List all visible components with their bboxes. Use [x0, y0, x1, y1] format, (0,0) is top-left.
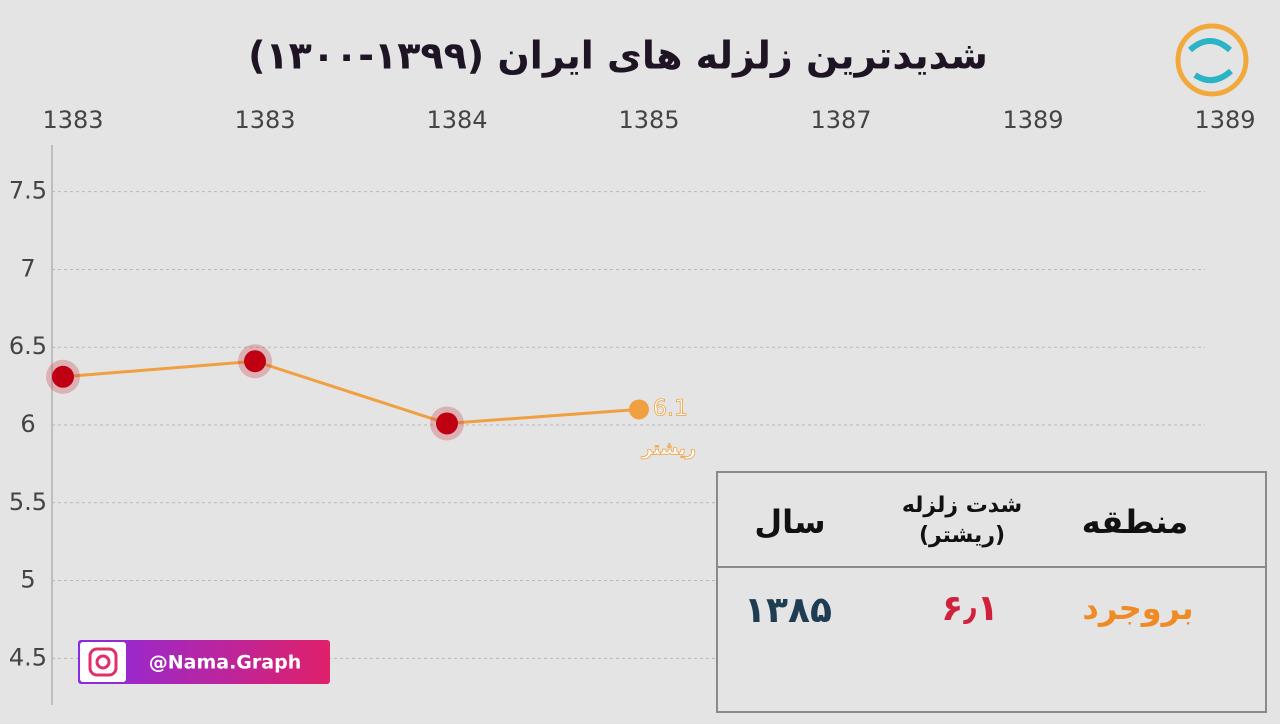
instagram-icon — [95, 654, 111, 670]
y-tick-label: 6.5 — [9, 332, 47, 360]
table-cell: ۶٫۱ — [941, 588, 998, 629]
table: سال شدت زلزله (ریشتر) منطقه ۱۳۸۵ ۶٫۱ بروج… — [716, 471, 1267, 713]
y-tick-label: 6 — [20, 410, 35, 438]
y-tick-label: 7.5 — [9, 177, 47, 205]
y-tick-label: 7 — [20, 254, 35, 282]
x-tick-label: 1384 — [426, 106, 487, 134]
logo-ring — [1175, 23, 1249, 97]
logo — [1175, 23, 1249, 97]
table-header: شدت زلزله (ریشتر) — [902, 493, 1022, 548]
badge-bg — [78, 640, 330, 684]
x-tick-label: 1389 — [1002, 106, 1063, 134]
table-cell: ۱۳۸۵ — [744, 590, 832, 631]
instagram-icon — [88, 647, 118, 677]
data-label: 6.1 — [653, 396, 688, 421]
series-line — [62, 359, 640, 425]
data-point — [629, 399, 649, 420]
table-header: منطقه — [1082, 503, 1188, 541]
chart-title: شدیدترین زلزله های ایران (۱۳۹۹-۱۳۰۰) — [248, 34, 988, 78]
data-point — [52, 365, 74, 388]
x-tick-label: 1383 — [42, 106, 103, 134]
x-tick-label: 1387 — [810, 106, 871, 134]
y-tick-label: 4.5 — [9, 643, 47, 671]
x-tick-label: 1385 — [618, 106, 679, 134]
data-point — [244, 350, 266, 373]
y-tick-label: 5.5 — [9, 488, 47, 516]
badge: @Nama.Graph — [78, 640, 330, 684]
y-tick-label: 5 — [20, 566, 35, 594]
table-header: سال — [754, 503, 825, 541]
annotation: ریشتر — [641, 438, 696, 459]
table-frame — [716, 471, 1267, 713]
logo-mark — [1187, 38, 1233, 84]
data-point — [436, 412, 458, 435]
table-cell: بروجرد — [1082, 589, 1193, 627]
x-tick-label: 1383 — [234, 106, 295, 134]
badge-text[interactable]: @Nama.Graph — [149, 652, 301, 674]
x-tick-label: 1389 — [1194, 106, 1255, 134]
